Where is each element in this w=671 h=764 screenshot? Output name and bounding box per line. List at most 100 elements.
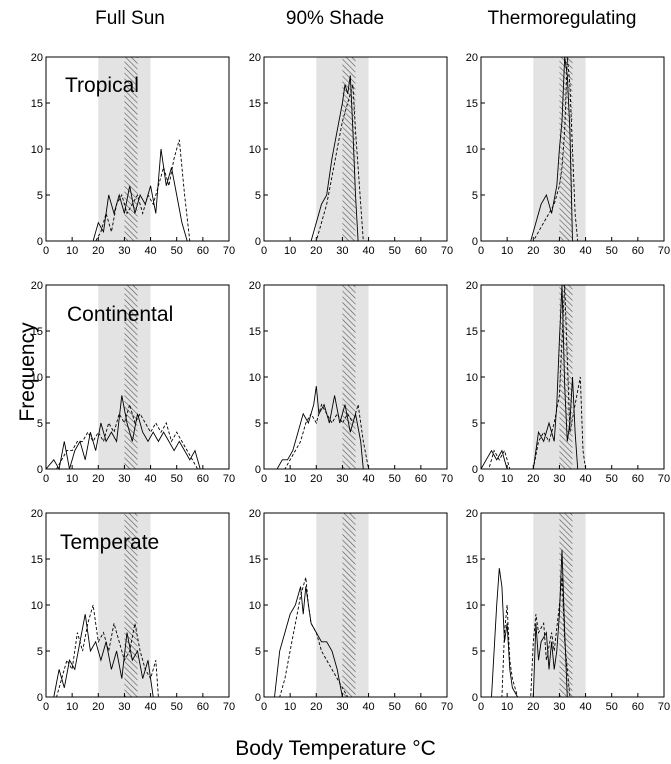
x-tick-label: 60 <box>632 473 644 485</box>
x-tick-label: 0 <box>261 701 267 713</box>
y-tick-label: 5 <box>37 190 43 202</box>
y-tick-label: 10 <box>466 372 478 384</box>
x-tick-label: 60 <box>415 473 427 485</box>
x-tick-label: 70 <box>441 473 453 485</box>
series-line-dashed <box>46 604 229 698</box>
x-tick-label: 70 <box>441 245 453 257</box>
series-line-dashed <box>264 403 447 470</box>
y-tick-label: 20 <box>466 280 478 292</box>
x-tick-label: 30 <box>553 473 565 485</box>
x-tick-label: 30 <box>336 245 348 257</box>
x-tick-label: 40 <box>579 473 591 485</box>
panel-tropical-90-shade: 0 10 20 30 40 50 60 70 0 5 10 15 20 <box>249 52 453 257</box>
y-tick-label: 10 <box>31 144 43 156</box>
y-tick-label: 15 <box>466 554 478 566</box>
column-title-shade: 90% Shade <box>285 8 385 29</box>
x-tick-label: 60 <box>197 473 209 485</box>
panel-continental-90-shade: 0 10 20 30 40 50 60 70 0 5 10 15 20 <box>249 280 453 485</box>
x-tick-label: 70 <box>441 701 453 713</box>
y-tick-label: 5 <box>255 646 261 658</box>
x-tick-label: 10 <box>284 245 296 257</box>
y-tick-label: 15 <box>31 554 43 566</box>
column-title-thermoregulating: Thermoregulating <box>487 8 637 29</box>
y-tick-label: 15 <box>249 98 261 110</box>
x-tick-label: 10 <box>501 701 513 713</box>
x-tick-label: 0 <box>478 473 484 485</box>
x-tick-label: 30 <box>118 701 130 713</box>
y-tick-label: 5 <box>472 646 478 658</box>
x-tick-label: 20 <box>310 245 322 257</box>
x-tick-label: 50 <box>171 473 183 485</box>
x-tick-label: 20 <box>310 473 322 485</box>
x-tick-label: 50 <box>171 701 183 713</box>
x-tick-label: 50 <box>389 473 401 485</box>
series-line-solid <box>45 395 229 471</box>
y-tick-label: 5 <box>472 190 478 202</box>
x-tick-label: 30 <box>336 701 348 713</box>
x-tick-label: 10 <box>66 701 78 713</box>
y-tick-label: 15 <box>249 326 261 338</box>
series-line-dashed <box>46 402 229 470</box>
row-label-temperate: Temperate <box>60 531 160 554</box>
y-tick-label: 20 <box>249 52 261 64</box>
panel-continental-thermoregulating: 0 10 20 30 40 50 60 70 0 5 10 15 20 <box>466 280 670 485</box>
x-tick-label: 40 <box>362 245 374 257</box>
x-tick-label: 30 <box>553 701 565 713</box>
y-tick-label: 0 <box>37 464 43 476</box>
x-tick-label: 0 <box>43 701 49 713</box>
y-tick-label: 0 <box>472 464 478 476</box>
x-tick-label: 60 <box>415 701 427 713</box>
y-tick-label: 20 <box>249 280 261 292</box>
x-tick-label: 20 <box>527 701 539 713</box>
x-tick-label: 70 <box>223 701 235 713</box>
x-tick-label: 30 <box>336 473 348 485</box>
y-tick-label: 10 <box>249 600 261 612</box>
series-line-dashed <box>264 84 447 242</box>
column-title-full-sun: Full Sun <box>95 8 165 29</box>
series-line-dashed <box>481 577 664 698</box>
x-tick-label: 0 <box>478 701 484 713</box>
x-tick-label: 40 <box>579 245 591 257</box>
series-line-solid <box>264 75 447 242</box>
series-line-solid <box>46 148 229 242</box>
row-label-continental: Continental <box>67 303 174 326</box>
x-tick-label: 50 <box>606 473 618 485</box>
x-tick-label: 0 <box>43 473 49 485</box>
y-tick-label: 15 <box>31 326 43 338</box>
x-tick-label: 40 <box>362 701 374 713</box>
x-tick-label: 50 <box>389 701 401 713</box>
x-tick-label: 20 <box>527 473 539 485</box>
x-tick-label: 0 <box>478 245 484 257</box>
x-tick-label: 60 <box>197 245 209 257</box>
y-tick-label: 15 <box>466 98 478 110</box>
x-tick-label: 40 <box>144 473 156 485</box>
y-tick-label: 0 <box>37 692 43 704</box>
y-tick-label: 5 <box>472 418 478 430</box>
series-line-dashed <box>481 284 664 470</box>
hatched-band <box>342 285 356 469</box>
panel-tropical-full-sun: 0 10 20 30 40 50 60 70 0 5 10 15 20 <box>31 52 235 257</box>
y-tick-label: 5 <box>37 418 43 430</box>
x-tick-label: 50 <box>389 245 401 257</box>
y-tick-label: 0 <box>255 236 261 248</box>
x-tick-label: 10 <box>66 473 78 485</box>
x-tick-label: 70 <box>658 245 670 257</box>
x-tick-label: 60 <box>632 701 644 713</box>
hatched-band <box>124 513 138 697</box>
y-tick-label: 20 <box>466 508 478 520</box>
x-tick-label: 0 <box>43 245 49 257</box>
y-tick-label: 20 <box>31 508 43 520</box>
panel-temperate-90-shade: 0 10 20 30 40 50 60 70 0 5 10 15 20 <box>249 508 453 713</box>
x-tick-label: 70 <box>658 701 670 713</box>
x-tick-label: 40 <box>144 701 156 713</box>
x-tick-label: 30 <box>553 245 565 257</box>
x-tick-label: 20 <box>92 245 104 257</box>
x-tick-label: 50 <box>606 245 618 257</box>
x-tick-label: 40 <box>579 701 591 713</box>
x-tick-label: 30 <box>118 245 130 257</box>
y-tick-label: 0 <box>255 464 261 476</box>
x-tick-label: 10 <box>284 701 296 713</box>
x-tick-label: 40 <box>362 473 374 485</box>
x-tick-label: 10 <box>66 245 78 257</box>
